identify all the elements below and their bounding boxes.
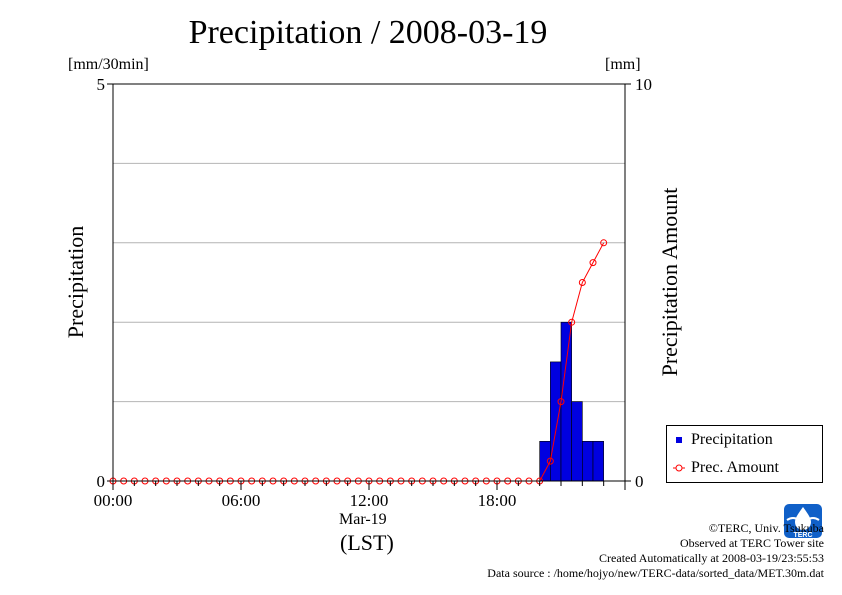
precipitation-bar <box>592 440 604 482</box>
chart-title: Precipitation / 2008-03-19 <box>188 14 548 51</box>
x-zone-label: (LST) <box>340 530 394 555</box>
amount-point <box>546 457 554 465</box>
credit-line: Data source : /home/hojyo/new/TERC-data/… <box>487 566 824 580</box>
terc-logo: TERC <box>783 503 823 539</box>
precipitation-bar <box>571 401 583 482</box>
right-unit-label: [mm] <box>605 56 641 73</box>
legend-item-precipitation: Precipitation <box>667 430 817 450</box>
legend-item-amount: Prec. Amount <box>667 458 817 478</box>
credit-line: ©TERC, Univ. Tsukuba <box>708 521 824 535</box>
plot-frame <box>112 83 626 482</box>
right-y-tick-label: 0 <box>635 472 644 491</box>
circle-marker-icon <box>673 464 685 472</box>
x-tick-label: 18:00 <box>478 491 517 510</box>
axis-ticks <box>107 83 631 490</box>
credits-block: ©TERC, Univ. Tsukuba Observed at TERC To… <box>487 521 824 581</box>
left-unit-label: [mm/30min] <box>68 56 149 73</box>
x-tick-label: 12:00 <box>350 491 389 510</box>
amount-point <box>578 279 586 286</box>
left-y-tick-label: 0 <box>97 472 106 491</box>
precipitation-bar <box>560 321 572 482</box>
right-axis-label: Precipitation Amount <box>657 188 682 377</box>
credit-line: Created Automatically at 2008-03-19/23:5… <box>599 551 824 565</box>
legend: Precipitation Prec. Amount <box>666 425 823 483</box>
x-tick-label: 00:00 <box>94 491 133 510</box>
x-date-label: Mar-19 <box>339 511 387 528</box>
amount-point <box>600 239 608 247</box>
left-y-tick-label: 5 <box>97 75 106 94</box>
right-y-tick-label: 10 <box>635 75 652 94</box>
amount-point <box>568 318 576 326</box>
grid-lines <box>113 162 625 403</box>
terc-logo-icon: TERC <box>784 504 822 539</box>
legend-label: Prec. Amount <box>691 459 779 476</box>
credit-line: Observed at TERC Tower site <box>679 536 824 550</box>
amount-line <box>109 239 608 485</box>
axis-tick-labels: 00:00 06:00 12:00 18:00 0 5 0 10 <box>94 75 652 510</box>
precipitation-bar <box>539 440 551 482</box>
amount-line-path <box>113 242 605 482</box>
logo-text: TERC <box>793 532 812 539</box>
left-axis-label: Precipitation <box>63 226 88 338</box>
x-tick-label: 06:00 <box>222 491 261 510</box>
square-marker-icon <box>676 437 682 443</box>
amount-point <box>589 259 597 267</box>
legend-label: Precipitation <box>691 431 773 448</box>
amount-point <box>557 398 565 406</box>
precipitation-bar <box>582 440 594 482</box>
